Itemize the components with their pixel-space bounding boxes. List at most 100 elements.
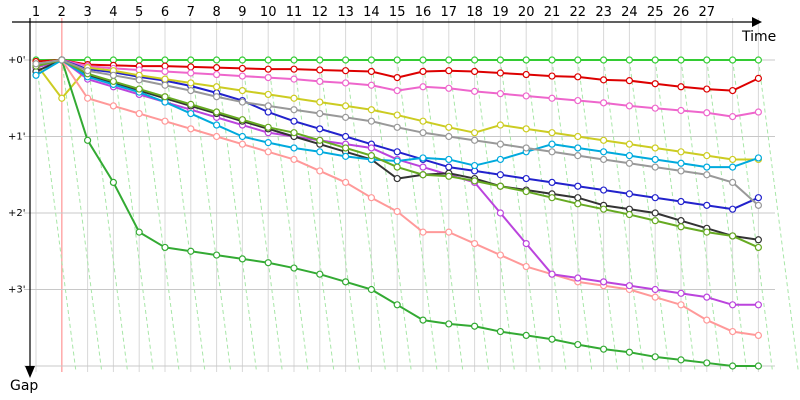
- data-point: [496, 90, 504, 98]
- data-point: [316, 167, 324, 175]
- data-point: [187, 79, 195, 87]
- time-guide-line: [112, 59, 154, 373]
- time-guide-line: [757, 59, 799, 373]
- data-point: [161, 81, 169, 89]
- data-point: [496, 171, 504, 179]
- data-point: [599, 186, 608, 194]
- data-point: [574, 144, 582, 152]
- time-guide-line: [680, 59, 722, 373]
- data-point: [238, 140, 246, 148]
- data-point: [522, 331, 530, 339]
- data-point: [342, 67, 350, 75]
- data-point: [187, 63, 195, 71]
- data-point: [522, 70, 530, 79]
- data-point: [238, 98, 246, 106]
- x-tick-label: 8: [212, 5, 220, 20]
- data-point: [651, 144, 659, 152]
- tick-labels: 1 2 3 4 5 6 7 8 9 10 11 12 13 14 15 16 17 18 19 20 21 22 23 24 2…: [8, 5, 715, 296]
- data-point: [393, 207, 401, 216]
- data-point: [677, 167, 685, 175]
- data-point: [599, 136, 608, 144]
- data-point: [109, 77, 118, 86]
- data-point: [342, 56, 350, 64]
- data-point: [342, 144, 350, 152]
- data-point: [522, 144, 530, 152]
- data-point: [703, 201, 711, 209]
- data-point: [264, 73, 272, 82]
- y-tick-label: +3': [8, 285, 26, 296]
- data-point: [754, 236, 763, 244]
- data-point: [574, 132, 582, 141]
- data-point: [161, 75, 169, 83]
- data-point: [728, 113, 737, 121]
- data-point: [213, 108, 221, 116]
- time-guide-line: [706, 59, 748, 373]
- time-guide-line: [138, 59, 180, 373]
- data-point: [651, 293, 659, 301]
- x-tick-label: 10: [260, 5, 277, 20]
- data-point: [677, 56, 685, 64]
- data-point: [187, 125, 195, 133]
- data-point: [625, 152, 634, 160]
- time-guide-line: [164, 59, 206, 373]
- data-point: [548, 335, 556, 343]
- data-point: [496, 327, 504, 336]
- data-point: [83, 136, 92, 144]
- data-point: [58, 94, 66, 102]
- time-guide-line: [396, 59, 438, 373]
- x-tick-label: 12: [312, 5, 329, 20]
- time-guide-line: [422, 59, 464, 373]
- data-point: [625, 102, 634, 110]
- data-point: [445, 320, 453, 328]
- data-point: [703, 85, 711, 93]
- data-point: [32, 60, 40, 68]
- data-point: [496, 155, 504, 164]
- data-point: [522, 125, 530, 133]
- data-point: [728, 56, 737, 64]
- x-tick-label: 1: [32, 5, 40, 20]
- data-point: [471, 240, 479, 248]
- data-point: [419, 117, 427, 125]
- data-point: [548, 148, 556, 156]
- data-point: [419, 163, 427, 171]
- data-point: [651, 194, 659, 202]
- data-point: [316, 148, 324, 156]
- data-point: [238, 56, 246, 64]
- x-axis-arrow: [752, 17, 762, 27]
- x-tick-label: 20: [518, 5, 535, 20]
- data-point: [703, 228, 711, 236]
- data-point: [651, 104, 659, 112]
- x-tick-label: 23: [595, 5, 612, 20]
- data-point: [445, 123, 453, 131]
- data-point: [651, 209, 659, 217]
- data-point: [290, 65, 298, 73]
- x-tick-label: 26: [673, 5, 690, 20]
- x-tick-label: 24: [621, 5, 638, 20]
- data-point: [419, 129, 427, 137]
- data-point: [703, 152, 711, 160]
- data-point: [419, 228, 427, 236]
- time-guide-line: [654, 59, 696, 373]
- data-point: [471, 322, 479, 330]
- data-point: [58, 56, 66, 64]
- axes: [12, 17, 762, 378]
- data-point: [109, 102, 118, 110]
- data-point: [548, 94, 556, 102]
- data-point: [677, 197, 685, 206]
- time-guide-line: [319, 59, 361, 373]
- data-point: [367, 285, 375, 294]
- data-point: [677, 223, 685, 231]
- data-point: [625, 348, 634, 356]
- data-point: [316, 136, 324, 144]
- data-point: [728, 205, 737, 213]
- data-point: [135, 56, 143, 64]
- data-point: [496, 69, 504, 77]
- data-point: [264, 139, 272, 147]
- x-tick-label: 18: [466, 5, 483, 20]
- data-point: [496, 251, 504, 259]
- data-point: [393, 157, 401, 165]
- x-tick-label: 4: [109, 5, 117, 20]
- data-point: [574, 96, 582, 105]
- data-point: [471, 56, 479, 64]
- x-tick-label: 17: [441, 5, 458, 20]
